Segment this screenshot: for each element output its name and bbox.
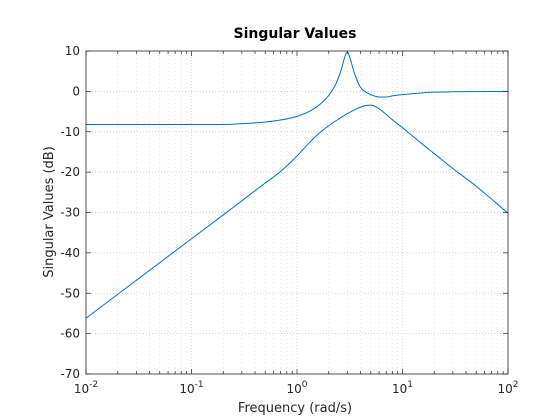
y-tick-label: -40 [60, 246, 80, 260]
y-tick-label: -20 [60, 165, 80, 179]
x-tick-label: 10-2 [74, 380, 98, 396]
y-axis-label: Singular Values (dB) [42, 146, 57, 278]
singular-value-line-2 [85, 104, 509, 319]
grid [86, 51, 508, 374]
y-tick-label: 10 [65, 44, 80, 58]
ticks [85, 50, 509, 375]
y-tick-label: 0 [72, 84, 80, 98]
y-tick-label: -50 [60, 286, 80, 300]
x-tick-label: 101 [392, 380, 413, 396]
chart-title: Singular Values [234, 26, 357, 42]
y-tick-label: -30 [60, 206, 80, 220]
x-tick-label: 10-1 [179, 380, 203, 396]
x-tick-label: 100 [286, 380, 307, 396]
x-axis-label: Frequency (rad/s) [238, 401, 352, 416]
y-tick-label: -70 [60, 367, 80, 381]
y-tick-label: -60 [60, 327, 80, 341]
x-tick-label: 102 [497, 380, 518, 396]
y-tick-label: -10 [60, 125, 80, 139]
